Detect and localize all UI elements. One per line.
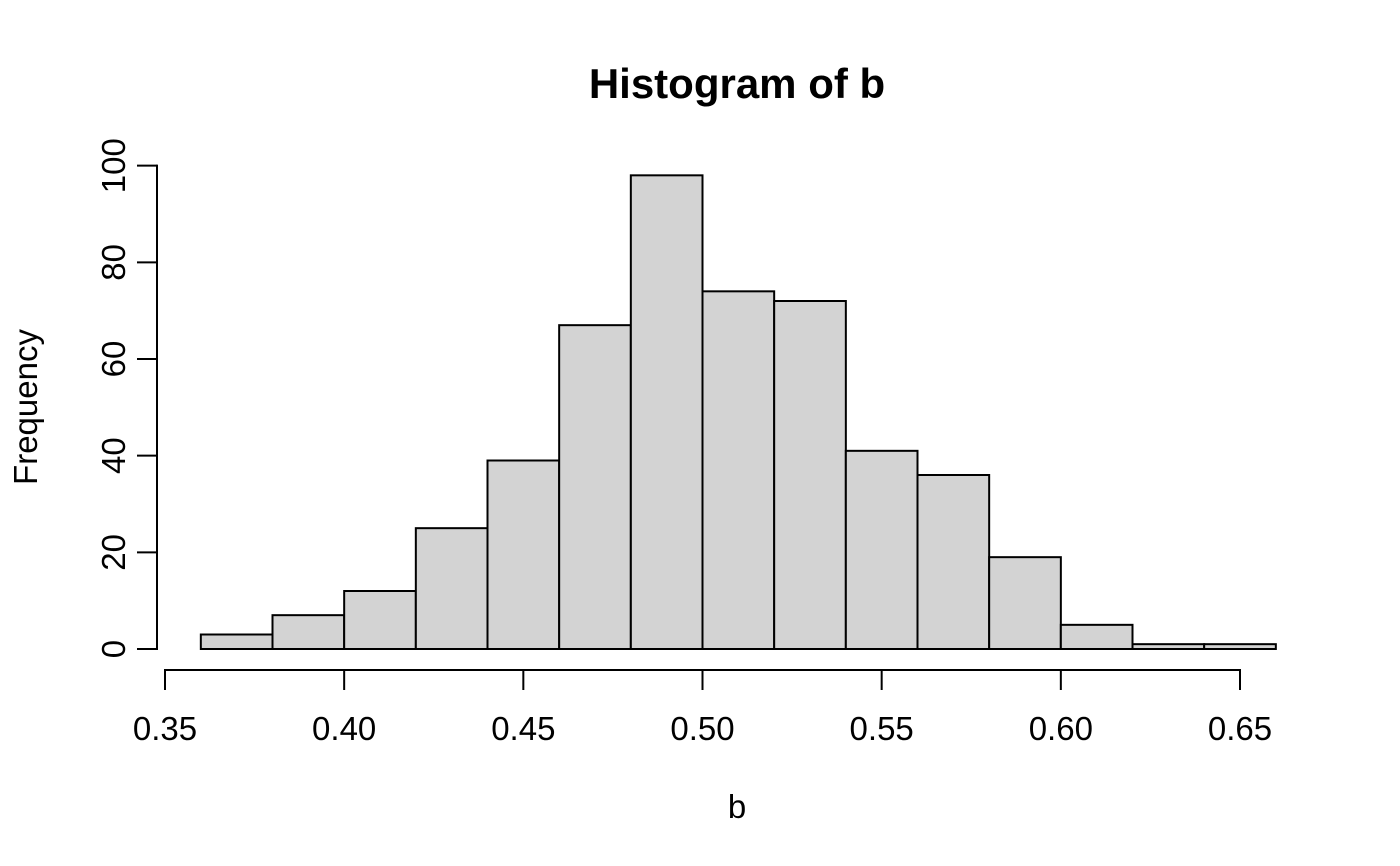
histogram-bar: [844, 449, 919, 650]
histogram-bar: [343, 590, 417, 650]
x-axis-label: b: [728, 788, 746, 825]
x-tick-label: 0.60: [1029, 710, 1093, 747]
y-tick-label: 80: [95, 244, 132, 281]
histogram-bar: [773, 300, 847, 650]
histogram-bar: [1059, 623, 1134, 651]
y-tick-label: 100: [95, 138, 132, 193]
histogram-bar: [629, 174, 704, 651]
histogram-bar: [558, 324, 632, 650]
x-tick-label: 0.50: [670, 710, 734, 747]
histogram-bar: [701, 290, 776, 650]
histogram-bar: [271, 614, 346, 650]
chart-title: Histogram of b: [589, 60, 885, 107]
bars-group: [199, 174, 1277, 651]
histogram-bar: [988, 556, 1062, 650]
y-axis-label: Frequency: [7, 329, 44, 485]
x-tick-label: 0.65: [1208, 710, 1272, 747]
axes-group: 0.35 0.40 0.45 0.50 0.55 0.60 0.65 0 20 40 60 80 100: [95, 138, 1272, 747]
x-tick-label: 0.35: [133, 710, 197, 747]
y-tick-label: 0: [95, 640, 132, 658]
histogram-bar: [486, 459, 561, 650]
histogram-bar: [1203, 643, 1277, 650]
x-tick-label: 0.55: [850, 710, 914, 747]
histogram-bar: [916, 474, 991, 650]
histogram-bar: [199, 633, 274, 650]
x-tick-label: 0.40: [312, 710, 376, 747]
y-tick-label: 60: [95, 341, 132, 378]
histogram-bar: [414, 527, 489, 650]
x-tick-label: 0.45: [491, 710, 555, 747]
y-tick-label: 40: [95, 437, 132, 474]
y-tick-label: 20: [95, 534, 132, 571]
histogram-bar: [1131, 643, 1206, 650]
